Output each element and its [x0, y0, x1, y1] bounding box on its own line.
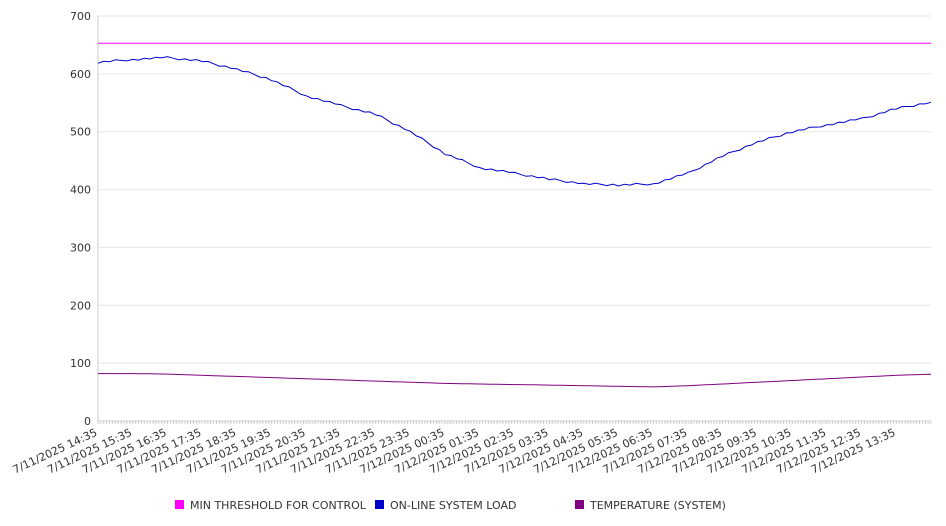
series-line-1: [97, 56, 932, 187]
y-tick-label: 100: [70, 357, 91, 370]
grid: [98, 15, 931, 364]
legend-swatch: [375, 500, 384, 509]
series-line-2: [98, 373, 932, 388]
axes: [97, 16, 932, 424]
y-tick-label: 400: [70, 184, 91, 197]
y-tick-label: 0: [84, 415, 91, 428]
legend-label: TEMPERATURE (SYSTEM): [589, 499, 726, 512]
legend-swatch: [175, 500, 184, 509]
y-tick-label: 500: [70, 126, 91, 139]
x-axis-ticks: 7/11/2025 14:357/11/2025 15:357/11/2025 …: [11, 426, 898, 476]
series-lines: [97, 42, 932, 388]
legend-label: MIN THRESHOLD FOR CONTROL: [190, 499, 367, 512]
y-tick-label: 600: [70, 68, 91, 81]
y-tick-label: 300: [70, 241, 91, 254]
y-tick-label: 700: [70, 10, 91, 23]
legend-label: ON-LINE SYSTEM LOAD: [390, 499, 516, 512]
legend-swatch: [575, 500, 584, 509]
legend: MIN THRESHOLD FOR CONTROL ON-LINE SYSTEM …: [175, 499, 726, 512]
y-axis-ticks: 0 100 200 300 400 500 600 700: [70, 10, 91, 428]
y-tick-label: 200: [70, 299, 91, 312]
